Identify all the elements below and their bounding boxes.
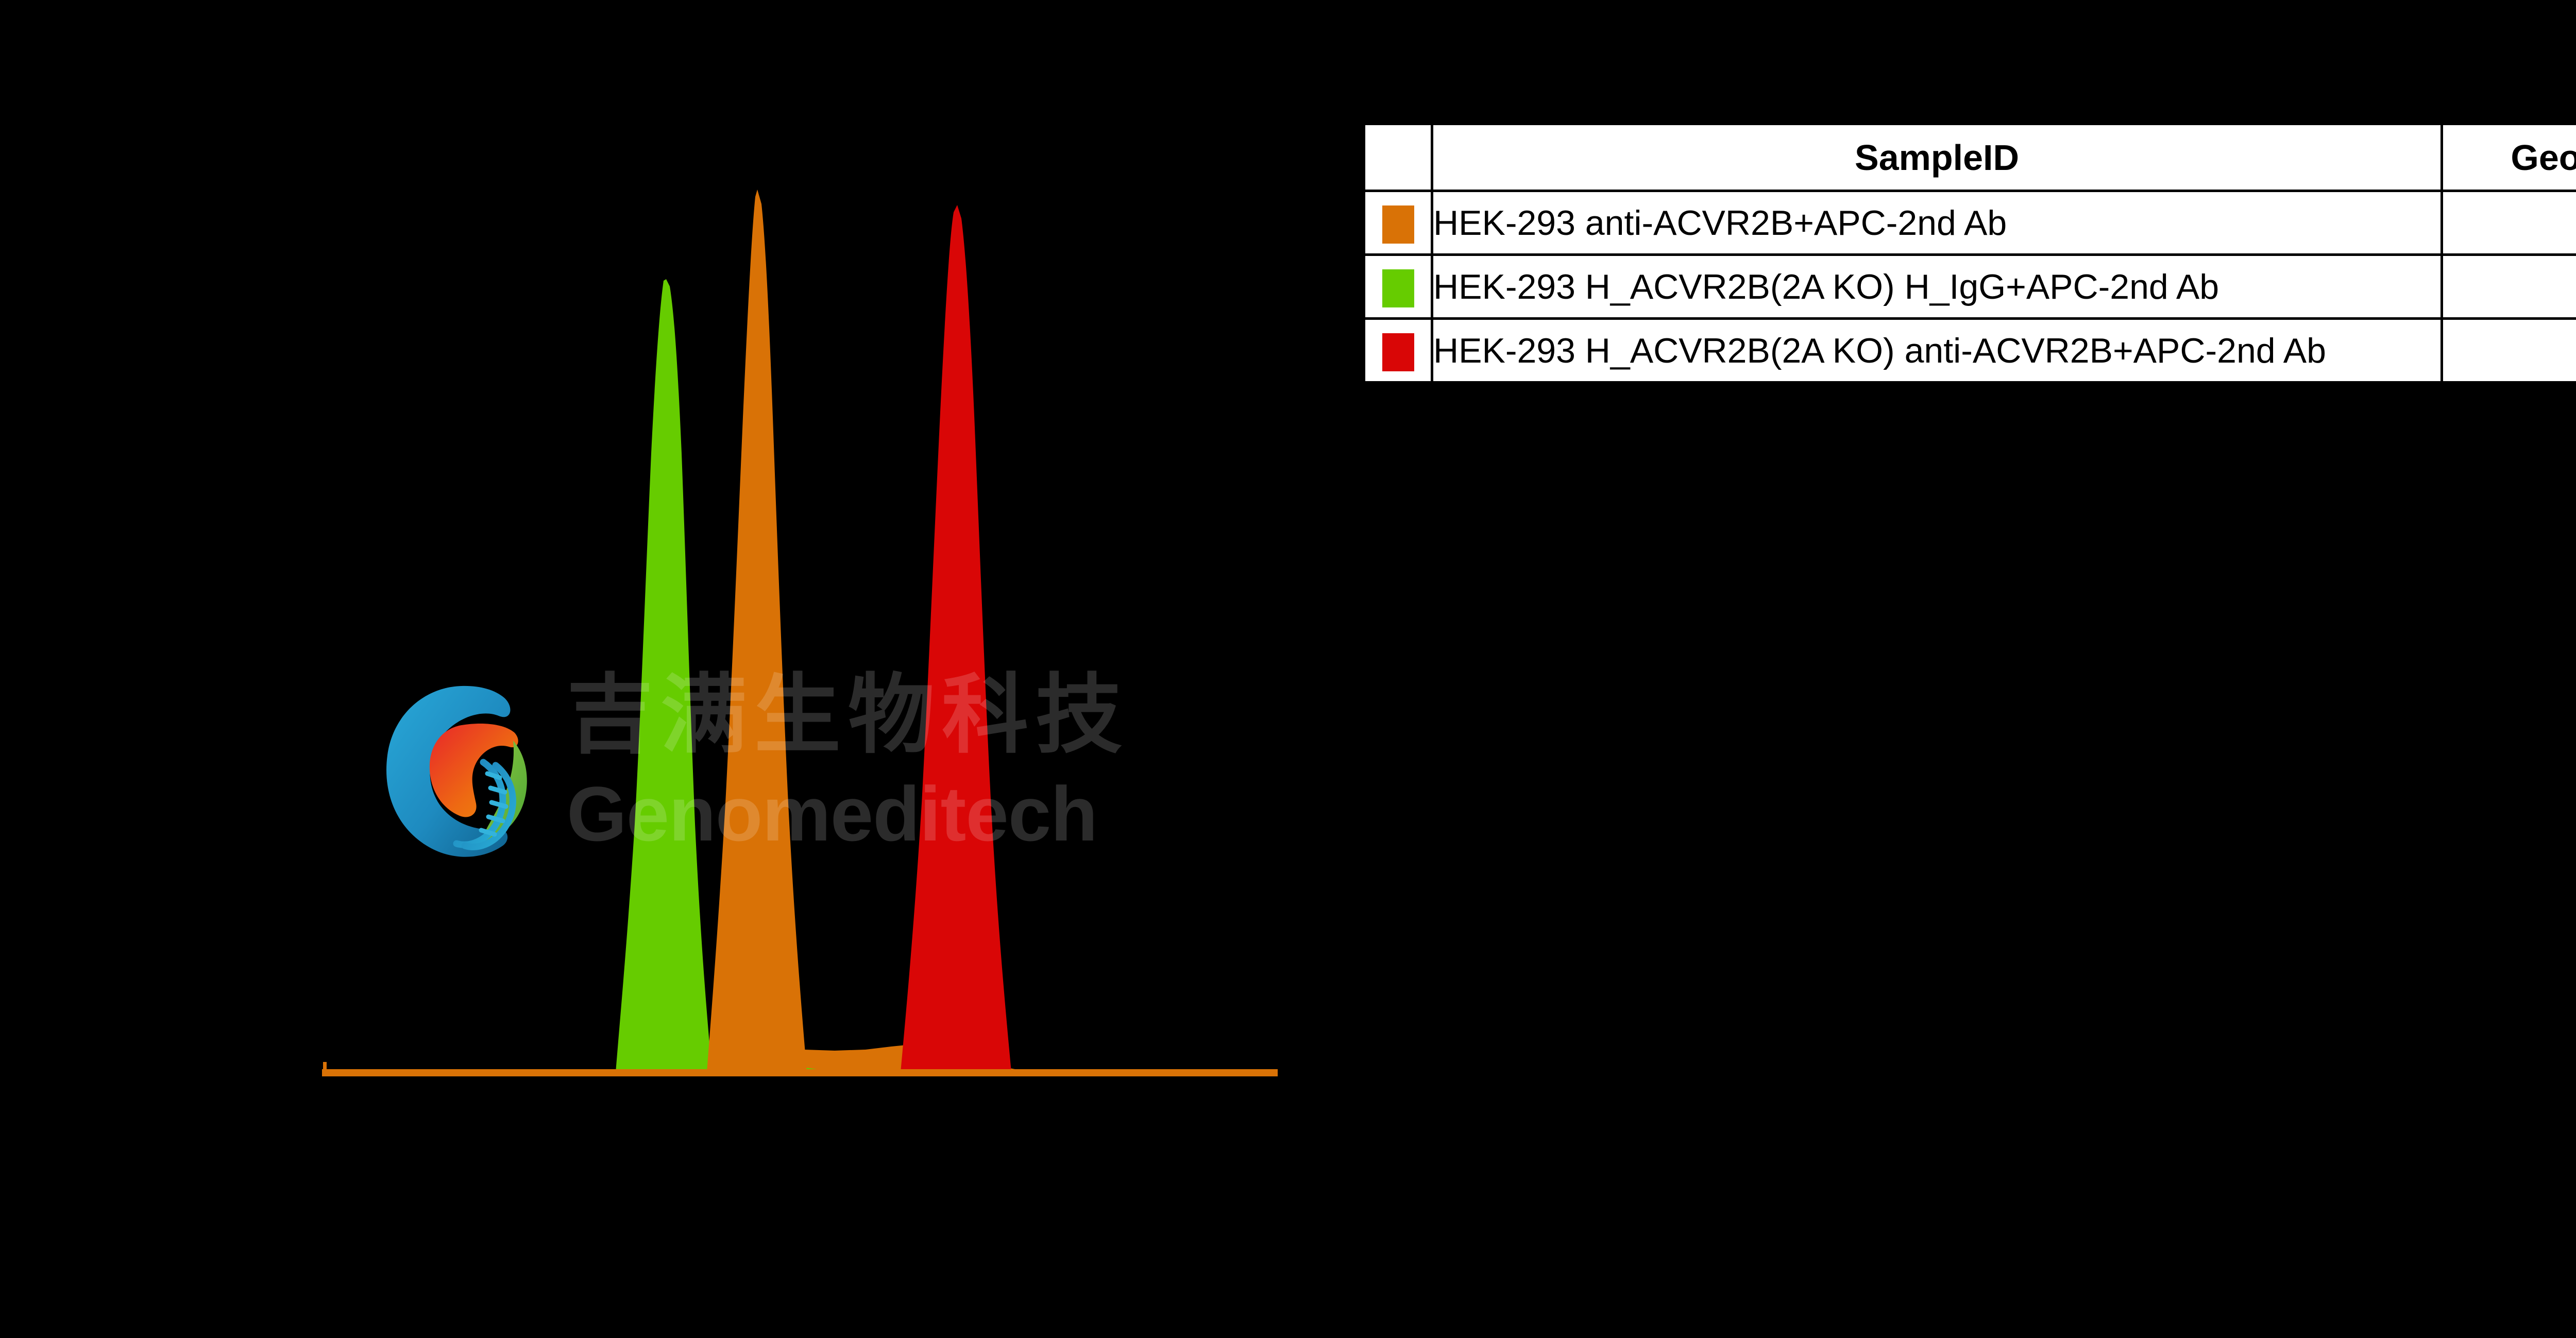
table-header-row: SampleID Geometric Mean : FL11-H — [1363, 123, 2576, 192]
color-swatch-orange-icon — [1382, 205, 1414, 244]
baseline-tick-left — [323, 1062, 327, 1070]
series-green-peak — [616, 279, 712, 1072]
row-color-swatch-cell — [1363, 317, 1433, 384]
cell-sample-id: HEK-293 anti-ACVR2B+APC-2nd Ab — [1431, 190, 2443, 256]
histogram-svg — [322, 190, 1278, 1076]
histogram-chart-panel: 吉满生物科技 Genomeditech — [322, 190, 1278, 1076]
color-swatch-red-icon — [1382, 333, 1414, 372]
column-header-geometric-mean: Geometric Mean : FL11-H — [2441, 123, 2576, 192]
legend-statistics-table: SampleID Geometric Mean : FL11-H HEK-293… — [1363, 123, 2576, 384]
table-row[interactable]: HEK-293 H_ACVR2B(2A KO) H_IgG+APC-2nd Ab… — [1363, 253, 2576, 320]
series-orange-peak — [707, 190, 807, 1072]
row-color-swatch-cell — [1363, 190, 1433, 256]
cell-geometric-mean: 22415 — [2441, 190, 2576, 256]
table-row[interactable]: HEK-293 anti-ACVR2B+APC-2nd Ab 22415 — [1363, 190, 2576, 256]
legend-statistics-table-wrap: SampleID Geometric Mean : FL11-H HEK-293… — [1363, 123, 2576, 384]
cell-geometric-mean: 1.36E6 — [2441, 317, 2576, 384]
cell-sample-id: HEK-293 H_ACVR2B(2A KO) H_IgG+APC-2nd Ab — [1431, 253, 2443, 320]
column-header-swatch — [1363, 123, 1433, 192]
table-body: HEK-293 anti-ACVR2B+APC-2nd Ab 22415 HEK… — [1363, 190, 2576, 384]
baseline-trace-orange — [322, 1069, 1278, 1076]
table-row[interactable]: HEK-293 H_ACVR2B(2A KO) anti-ACVR2B+APC-… — [1363, 317, 2576, 384]
color-swatch-green-icon — [1382, 269, 1414, 308]
row-color-swatch-cell — [1363, 253, 1433, 320]
table-header: SampleID Geometric Mean : FL11-H — [1363, 123, 2576, 192]
column-header-sample-id: SampleID — [1431, 123, 2443, 192]
cell-geometric-mean: 2293 — [2441, 253, 2576, 320]
series-red-peak — [901, 205, 1011, 1072]
cell-sample-id: HEK-293 H_ACVR2B(2A KO) anti-ACVR2B+APC-… — [1431, 317, 2443, 384]
